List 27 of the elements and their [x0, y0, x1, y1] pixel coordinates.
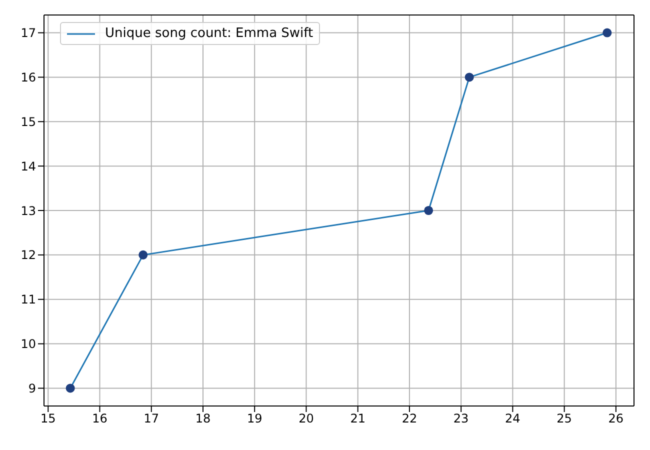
legend-label: Unique song count: Emma Swift	[105, 26, 314, 41]
x-tick-label: 26	[608, 412, 624, 426]
point	[464, 72, 474, 82]
point	[66, 384, 75, 393]
x-tick-label: 17	[144, 412, 160, 426]
point	[138, 250, 148, 260]
x-tick-label: 15	[40, 412, 56, 426]
point	[424, 206, 434, 216]
y-tick-label: 12	[20, 248, 36, 262]
y-tick-label: 9	[28, 381, 36, 396]
y-tick-label: 14	[20, 159, 36, 174]
y-tick-label: 13	[20, 204, 36, 218]
x-tick-label: 19	[246, 412, 262, 426]
y-tick-label: 11	[20, 292, 36, 307]
x-tick-label: 20	[298, 412, 314, 426]
y-tick-label: 10	[20, 337, 36, 352]
x-tick-label: 21	[350, 412, 366, 426]
x-tick-label: 25	[556, 412, 572, 426]
x-tick-label: 16	[92, 412, 108, 426]
y-tick-label: 17	[20, 26, 36, 40]
x-tick-label: 18	[195, 412, 211, 426]
x-tick-label: 24	[505, 412, 520, 426]
x-tick-label: 22	[402, 412, 418, 426]
point	[602, 28, 612, 38]
y-tick-label: 15	[20, 114, 36, 129]
x-tick-label: 23	[453, 412, 469, 426]
y-tick-label: 16	[20, 70, 36, 84]
